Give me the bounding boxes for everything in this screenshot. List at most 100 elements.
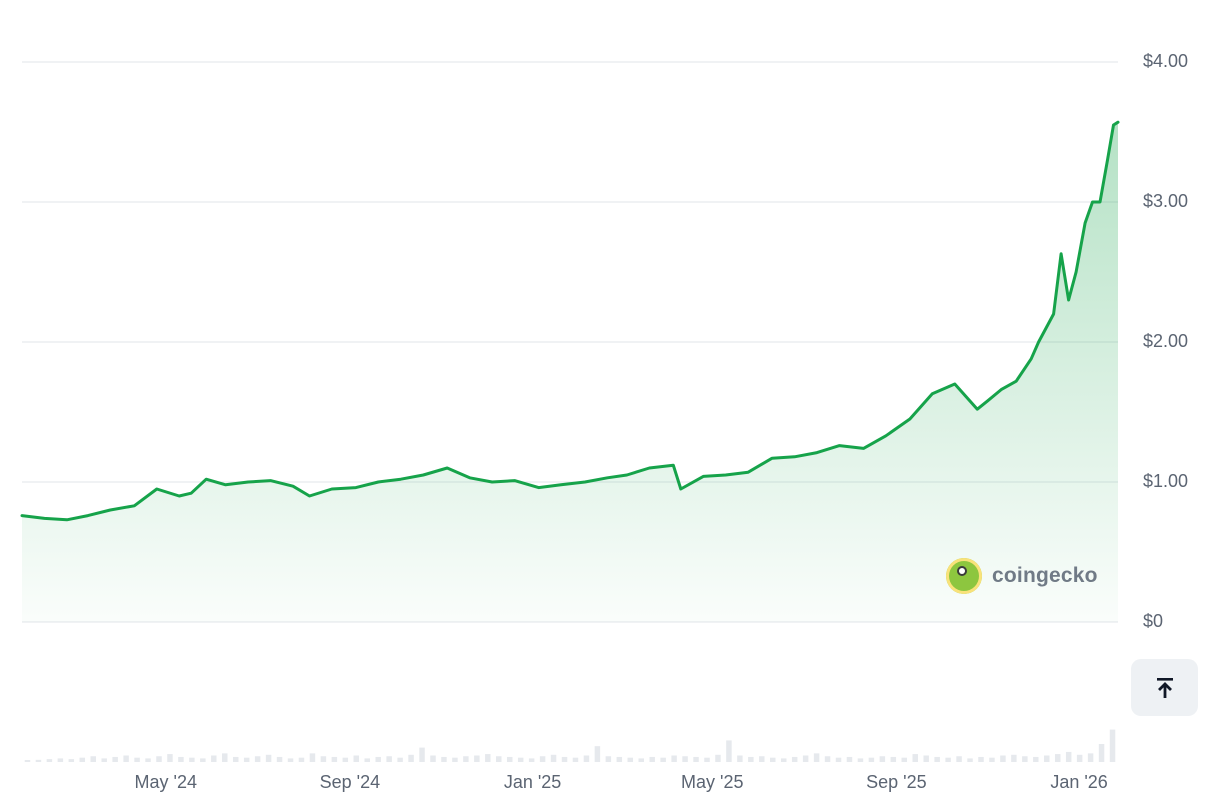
volume-bar [156,756,162,762]
volume-bar [101,758,107,762]
volume-bar [868,757,875,762]
volume-bar [1087,753,1094,762]
volume-bar [24,760,31,762]
volume-bar [178,756,184,762]
y-tick-label: $0 [1143,611,1164,631]
volume-bar [496,756,502,762]
volume-bar [780,758,787,762]
volume-bar [112,756,118,762]
volume-bar [1076,754,1083,762]
volume-bar [824,756,831,762]
y-tick-label: $1.00 [1143,471,1189,491]
volume-bar [978,756,984,762]
watermark-text: coingecko [992,564,1098,587]
volume-bar [46,759,53,762]
gecko-logo-icon [946,558,982,594]
volume-bar [956,756,962,762]
volume-bar [682,756,688,762]
volume-bar [90,756,96,762]
volume-bar [594,746,601,762]
volume-bar [353,755,360,762]
volume-bar [222,753,228,762]
volume-bar [737,755,743,762]
volume-bar [375,756,381,762]
volume-bar [649,756,655,762]
volume-bar [550,754,557,762]
volume-bar [265,754,272,762]
volume-bar [200,758,206,762]
arrow-to-top-icon [1156,677,1173,698]
volume-bar [1098,744,1105,762]
x-tick-label: Jan '25 [503,772,562,792]
volume-bar [1022,756,1028,762]
volume-bar [254,756,261,762]
volume-bar [638,758,644,762]
volume-bar [386,756,392,762]
price-area-fill [22,122,1118,622]
volume-bar [748,756,754,762]
volume-bar [627,757,634,762]
volume-bar [890,756,897,762]
volume-bar [276,756,283,762]
volume-bar [79,757,86,762]
volume-bar [320,756,327,762]
volume-bar [1033,756,1039,762]
x-tick-label: Sep '25 [866,772,927,792]
volume-bar [68,759,75,762]
volume-bar [528,758,535,762]
volume-bar [211,755,217,762]
y-tick-label: $4.00 [1143,51,1189,71]
volume-bar [912,754,918,762]
volume-bar [397,757,403,762]
coingecko-watermark: coingecko [946,558,1098,594]
volume-bar [791,756,798,762]
volume-bar [287,758,294,762]
volume-bar [167,754,173,762]
volume-bar [123,755,129,762]
x-tick-label: May '25 [681,772,744,792]
volume-bar [1065,751,1072,762]
volume-bar [835,757,842,762]
volume-bar [364,758,370,762]
volume-bar [704,757,710,762]
volume-bar [232,756,239,762]
volume-bar [331,756,338,762]
x-tick-label: May '24 [134,772,197,792]
scroll-to-top-button[interactable] [1131,659,1198,716]
y-tick-label: $3.00 [1143,191,1189,211]
volume-bar [35,759,42,762]
volume-bar [770,757,776,762]
volume-bar [802,755,809,762]
volume-bar [1109,729,1116,762]
volume-bar [715,754,721,762]
volume-bar [1054,754,1061,762]
volume-bar [430,755,436,762]
x-tick-label: Jan '26 [1050,772,1108,792]
volume-bar [474,755,480,762]
volume-bar [342,757,349,762]
volume-bar [57,758,64,762]
volume-bar [485,754,491,762]
volume-bar [243,757,250,762]
volume-bar [539,756,546,762]
volume-bar [901,757,908,762]
volume-bar [309,753,316,762]
volume-bar [759,756,765,762]
volume-bar [134,757,140,762]
volume-bar [879,756,886,762]
volume-bar [967,758,973,762]
volume-bar [419,747,425,762]
volume-bar [616,756,623,762]
volume-bar [923,755,929,762]
volume-bar [1000,755,1006,762]
volume-bar [934,756,940,762]
volume-bar [857,758,864,762]
volume-bar [660,757,666,762]
volume-bar [605,756,612,762]
volume-bar [517,757,524,762]
volume-bar [506,756,513,762]
volume-bar [671,755,677,762]
volume-bar [945,757,951,762]
y-tick-label: $2.00 [1143,331,1189,351]
